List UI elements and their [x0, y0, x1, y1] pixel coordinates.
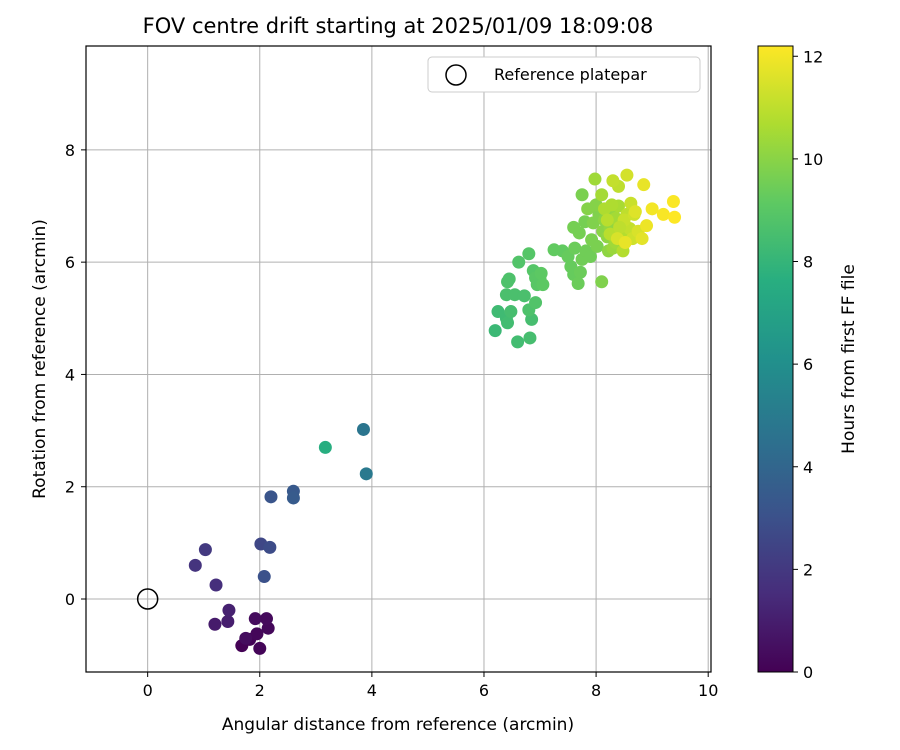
data-point [522, 247, 536, 261]
data-point [257, 570, 271, 584]
data-point [568, 241, 582, 255]
y-tick-label: 2 [65, 478, 75, 497]
data-point [620, 168, 634, 182]
data-point [512, 255, 526, 269]
chart-title: FOV centre drift starting at 2025/01/09 … [143, 14, 654, 38]
data-point [529, 296, 543, 310]
data-point [583, 250, 597, 264]
reference-platepar-marker [136, 588, 159, 610]
data-point [259, 612, 273, 626]
data-point [264, 490, 278, 504]
data-point [637, 178, 651, 192]
grid-lines [86, 46, 711, 672]
data-point [253, 641, 267, 655]
colorbar-tick-label: 2 [803, 560, 813, 579]
data-point [511, 335, 525, 349]
data-point [318, 440, 332, 454]
data-point [517, 289, 531, 303]
data-point [595, 188, 609, 202]
data-point [359, 467, 373, 481]
data-point [600, 213, 614, 227]
data-point [605, 198, 619, 212]
colorbar-tick-label: 0 [803, 663, 813, 682]
plot-frame [85, 45, 712, 673]
data-point [668, 210, 682, 224]
data-point [501, 316, 515, 330]
x-tick-label: 6 [479, 681, 489, 700]
x-tick-label: 0 [143, 681, 153, 700]
reference-marker-group [136, 588, 159, 610]
data-point [656, 207, 670, 221]
x-tick-label: 4 [367, 681, 377, 700]
data-point [572, 226, 586, 240]
data-point [666, 195, 680, 209]
data-point [635, 232, 649, 246]
y-tick-label: 0 [65, 590, 75, 609]
x-tick-label: 8 [591, 681, 601, 700]
y-axis-ticks: 0 2 4 6 8 [65, 141, 86, 609]
data-point [208, 617, 222, 631]
colorbar-tick-label: 12 [803, 47, 823, 66]
colorbar-tick-label: 4 [803, 458, 813, 477]
data-point [504, 305, 518, 319]
data-point [221, 614, 235, 628]
legend-reference-marker [445, 64, 467, 86]
data-point [188, 558, 202, 572]
legend-box [427, 56, 701, 93]
data-point [263, 540, 277, 554]
data-point [502, 272, 516, 286]
data-point [248, 612, 262, 626]
data-point [356, 422, 370, 436]
x-axis-ticks: 0 2 4 6 8 10 [143, 672, 718, 700]
data-point [606, 174, 620, 188]
colorbar-label: Hours from first FF file [839, 264, 859, 454]
data-point [488, 324, 502, 338]
data-point [573, 265, 587, 279]
data-point [613, 220, 627, 234]
data-point [508, 288, 522, 302]
data-point [590, 239, 604, 253]
colorbar-tick-label: 8 [803, 253, 813, 272]
colorbar-ticks: 0 2 4 6 8 10 12 [793, 47, 823, 682]
data-point [239, 631, 253, 645]
data-point [628, 205, 642, 219]
data-point [645, 202, 659, 216]
legend: Reference platepar [427, 56, 701, 93]
x-tick-label: 2 [255, 681, 265, 700]
data-point [286, 491, 300, 505]
colorbar-gradient [757, 45, 794, 673]
data-point [640, 219, 654, 233]
colorbar: 0 2 4 6 8 10 12 Hours from first FF file [757, 45, 859, 682]
data-point [198, 543, 212, 557]
legend-entry-label: Reference platepar [494, 65, 647, 84]
colorbar-tick-label: 10 [803, 150, 823, 169]
data-point [575, 188, 589, 202]
data-point [588, 172, 602, 186]
data-point [581, 202, 595, 216]
y-tick-label: 4 [65, 365, 75, 384]
data-point [595, 275, 609, 289]
x-axis-label: Angular distance from reference (arcmin) [222, 715, 574, 735]
data-point [523, 331, 537, 345]
data-points [188, 168, 682, 655]
data-point [536, 278, 550, 292]
data-point [534, 266, 548, 280]
data-point [250, 627, 264, 641]
data-point [209, 578, 223, 592]
data-point [571, 276, 585, 290]
y-tick-label: 8 [65, 141, 75, 160]
colorbar-tick-label: 6 [803, 355, 813, 374]
data-point [618, 236, 632, 250]
x-tick-label: 10 [698, 681, 718, 700]
data-point [222, 603, 236, 617]
y-axis-label: Rotation from reference (arcmin) [30, 219, 50, 499]
y-tick-label: 6 [65, 253, 75, 272]
